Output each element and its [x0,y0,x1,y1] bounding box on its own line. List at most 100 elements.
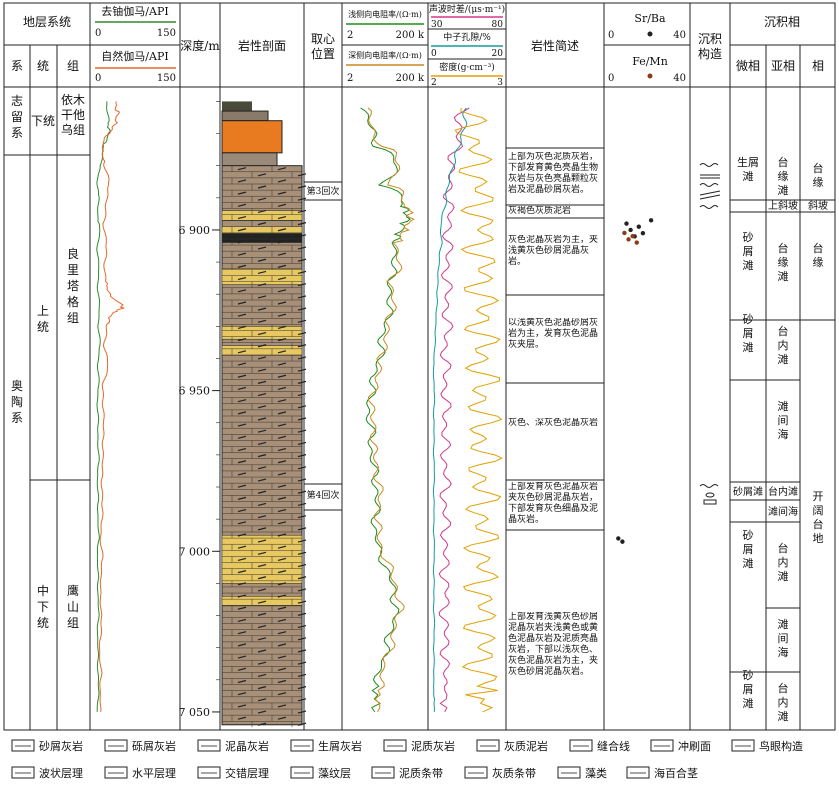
depth-label-0: 6 900 [179,224,211,237]
litho-grain [237,594,247,598]
litho-grain [297,246,307,250]
litho-grain [297,405,307,409]
header-fac: 相 [812,59,824,73]
legend-symbol-3 [290,739,314,752]
srba-point-1 [628,227,633,233]
sub-7: 台内滩 [778,541,789,583]
litho-grain [297,600,307,604]
track3-curves [432,107,503,713]
litho-grain [257,429,267,433]
litho-grain [237,570,247,574]
core-4: 第4回次 [307,489,340,501]
litho-grain [237,325,247,330]
litho-grain [237,545,247,549]
litho-grain [237,435,247,439]
litho-grain [297,295,307,299]
curve-深侧向电阻率/(Ω·m) [367,107,415,713]
legend-symbol-4 [383,739,407,752]
litho-grain [297,185,307,189]
litho-grain [257,539,267,543]
litho-grain [257,331,267,336]
litho-grain [277,240,287,244]
litho-yellow-band-4 [221,345,303,356]
litho-grain [277,167,287,171]
curve-浅侧向电阻率/(Ω·m) [360,107,411,713]
litho-grain [277,606,287,610]
litho-grain [297,490,307,494]
litho-grain [237,252,247,256]
micro-4b: 屑 [743,543,754,556]
t1-curve1-name: 去铀伽马/API [101,4,168,18]
litho-grain [297,356,307,360]
litho-grain [277,215,287,220]
litho-grain [297,466,307,470]
header-depth: 深度/m [180,38,220,53]
depth-ticks: 6 900 6 950 7 000 7 050 [179,101,220,719]
geo-srba-name: Sr/Ba [634,12,666,25]
litho-grain [277,203,287,207]
geo-femn-max: 40 [673,73,686,84]
t2-curve2-name: 深侧向电阻率/(Ω·m) [348,50,422,60]
litho-grain [297,392,307,397]
litho-grain [237,716,247,720]
femn-point-0 [622,230,627,236]
litho-grain [277,276,287,281]
litho-grain [237,521,247,525]
t1-curve1-max: 150 [157,28,176,39]
litho-grain [237,203,247,207]
t3-curve1-min: 30 [431,20,443,30]
litho-grain [297,258,307,262]
litho-grain [277,423,287,427]
micro-0b: 滩 [743,169,754,183]
desc-1: 灰褐色灰质泥岩 [508,206,572,216]
legend-symbol-16 [626,766,650,779]
litho-grain [237,179,247,183]
litho-grain [257,392,267,397]
litho-grain [277,582,287,586]
litho-grain [237,264,247,268]
litho-grain [257,185,267,189]
legend-label-10: 水平层理 [132,767,176,780]
litho-grain [297,417,307,421]
legend-symbol-13 [371,766,395,779]
legend-symbol-1 [104,739,128,752]
litho-grain [257,283,267,287]
header-sed-2: 构造 [698,46,722,61]
legend-symbol-10 [104,766,128,779]
litho-grain [257,270,267,275]
litho-grain [277,508,287,513]
litho-grain [277,472,287,476]
fac-2: 台缘 [813,241,824,269]
geo-srba-max: 40 [673,30,686,41]
litho-grain [237,496,247,500]
litho-dark-band [222,233,302,243]
litho-grain [297,454,307,458]
litho-grain [257,527,267,531]
litho-grain [257,551,267,555]
litho-grain [257,661,267,665]
t3-curve1-name: 声波时差/(μs·m⁻¹) [429,3,505,15]
litho-grain [237,228,247,232]
legend-symbol-0 [11,739,35,752]
litho-grain [277,350,287,354]
sub-2: 台缘滩 [778,241,789,283]
sub-6: 滩间海 [768,505,798,518]
legend-label-5: 灰质泥岩 [504,739,548,753]
litho-grain [237,167,247,171]
geo-femn-key [647,73,653,79]
desc-6: 上部发育浅黄灰色砂屑泥晶灰岩夹浅黄色或黄色泥晶灰岩及泥质亮晶灰岩，下部以浅灰色、… [508,612,599,677]
litho-grain [277,313,287,317]
litho-grain [297,673,307,677]
litho-grain [297,441,307,446]
legend-label-0: 砂屑灰岩 [39,739,83,753]
legend-label-13: 泥质条带 [399,766,443,780]
header-fm: 组 [67,59,79,73]
micro-5b: 屑 [743,683,754,696]
litho-grain [257,344,267,348]
litho-grain [297,551,307,555]
header-sys: 系 [11,59,23,73]
litho-grain [237,289,247,293]
litho-grain [237,643,247,647]
micro-1a: 砂 [743,231,754,244]
